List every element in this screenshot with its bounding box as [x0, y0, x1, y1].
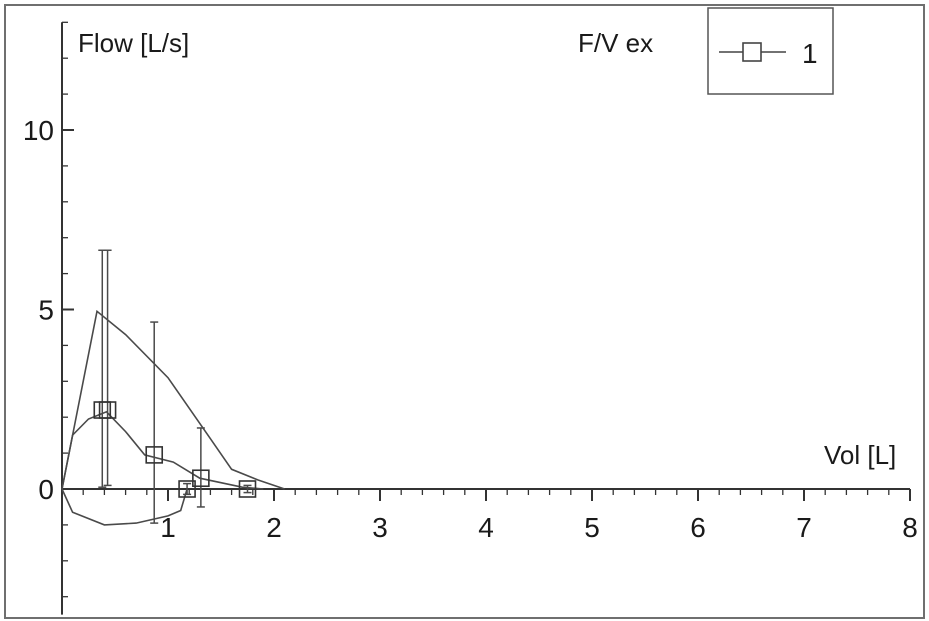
lower-envelope-line [61, 488, 188, 526]
data-point-square [145, 446, 164, 464]
chart-frame: 0 5 10 1 2 3 4 5 6 7 8 Flow [L/s] F/V ex Vol [L] 1 [4, 4, 925, 619]
chart-title: F/V ex [578, 28, 653, 58]
data-point-square [238, 480, 257, 498]
axes: 0 5 10 1 2 3 4 5 6 7 8 [23, 21, 918, 615]
data-point-square [192, 469, 210, 488]
x-tick-label: 5 [584, 512, 600, 543]
x-tick-label: 1 [160, 512, 176, 543]
x-tick-label: 8 [902, 512, 918, 543]
y-tick-label: 10 [23, 115, 54, 146]
y-axis-label: Flow [L/s] [78, 28, 189, 58]
data-point-square [98, 401, 117, 419]
y-tick-label: 0 [38, 474, 54, 505]
y-tick-label: 5 [38, 295, 54, 326]
legend-box [707, 7, 834, 95]
flow-volume-chart: 0 5 10 1 2 3 4 5 6 7 8 Flow [L/s] F/V ex Vol [L] 1 [23, 7, 918, 615]
x-axis-label: Vol [L] [824, 440, 896, 470]
x-tick-label: 4 [478, 512, 494, 543]
legend-square-marker [742, 42, 762, 62]
x-tick-label: 6 [690, 512, 706, 543]
x-tick-label: 3 [372, 512, 388, 543]
legend-label: 1 [802, 38, 818, 69]
x-tick-label: 2 [266, 512, 282, 543]
mean-curve-line [61, 410, 264, 490]
series-layer [93, 249, 257, 524]
x-tick-label: 7 [796, 512, 812, 543]
legend: 1 [707, 7, 834, 95]
data-point-square [178, 480, 196, 498]
